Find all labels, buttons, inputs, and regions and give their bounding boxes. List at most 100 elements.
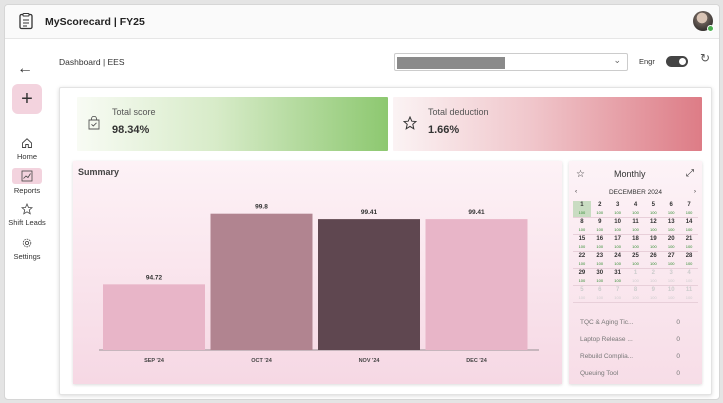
- sidebar-item-shift-leads[interactable]: Shift Leads: [5, 202, 49, 227]
- user-avatar[interactable]: [693, 11, 714, 32]
- calendar-day[interactable]: 20 100: [662, 235, 681, 252]
- calendar-day[interactable]: 19 100: [644, 235, 663, 252]
- calendar-day[interactable]: 24 100: [608, 252, 627, 269]
- calendar-day[interactable]: 6 100: [590, 286, 609, 303]
- calendar-day[interactable]: 10 100: [608, 218, 627, 235]
- sidebar-item-label: Reports: [13, 186, 41, 195]
- calendar-day[interactable]: 4 100: [680, 269, 698, 286]
- calendar-day[interactable]: 30 100: [590, 269, 609, 286]
- list-item[interactable]: Rebuild Complia... 0: [580, 350, 690, 367]
- star-icon[interactable]: ☆: [576, 169, 585, 180]
- calendar-day-score: 100: [596, 261, 604, 266]
- bar[interactable]: [210, 213, 313, 350]
- kpi-value: 98.34%: [112, 124, 150, 136]
- calendar-day[interactable]: 17 100: [608, 235, 627, 252]
- calendar-day-number: 11: [685, 287, 693, 293]
- calendar-header: ‹ DECEMBER 2024 ›: [575, 187, 696, 199]
- expand-icon[interactable]: ⤢: [686, 168, 694, 179]
- star-icon: [403, 116, 417, 130]
- bar[interactable]: [103, 284, 205, 350]
- calendar-day[interactable]: 31 100: [608, 269, 627, 286]
- calendar-day[interactable]: 26 100: [644, 252, 663, 269]
- calendar-day[interactable]: 5 100: [644, 201, 663, 218]
- calendar-day-number: 1: [633, 270, 638, 276]
- calendar-day[interactable]: 28 100: [680, 252, 698, 269]
- calendar-day[interactable]: 8 100: [626, 286, 645, 303]
- bar[interactable]: [425, 219, 528, 350]
- calendar-day-number: 10: [667, 287, 675, 293]
- sidebar-item-home[interactable]: Home: [5, 136, 49, 161]
- calendar-day-score: 100: [596, 227, 604, 232]
- calendar-day-score: 100: [596, 210, 604, 215]
- list-item[interactable]: Queuing Tool 0: [580, 367, 690, 384]
- app-window: MyScorecard | FY25 ← + Home Reports: [4, 4, 720, 400]
- calendar-day-score: 100: [685, 278, 693, 283]
- monthly-title: Monthly: [614, 169, 646, 179]
- list-item-value: 0: [676, 319, 680, 326]
- calendar-day[interactable]: 7 100: [680, 201, 698, 218]
- calendar-day-score: 100: [578, 210, 586, 215]
- calendar-day[interactable]: 1 100: [573, 201, 591, 218]
- calendar-day[interactable]: 16 100: [590, 235, 609, 252]
- calendar-day[interactable]: 2 100: [644, 269, 663, 286]
- calendar-day-number: 19: [650, 236, 657, 242]
- list-item[interactable]: TQC & Aging Tic... 0: [580, 316, 690, 333]
- list-item[interactable]: Laptop Release ... 0: [580, 333, 690, 350]
- calendar-day-score: 100: [650, 227, 657, 232]
- calendar-day[interactable]: 8 100: [573, 218, 591, 235]
- list-item-name: Laptop Release ...: [580, 336, 633, 343]
- calendar-day[interactable]: 3 100: [662, 269, 681, 286]
- calendar-day[interactable]: 7 100: [608, 286, 627, 303]
- sidebar-item-label: Settings: [13, 252, 41, 261]
- calendar-day-number: 9: [598, 219, 602, 225]
- calendar-day[interactable]: 11 100: [680, 286, 698, 303]
- calendar-day[interactable]: 11 100: [626, 218, 645, 235]
- sidebar-item-settings[interactable]: Settings: [5, 236, 49, 261]
- chevron-right-icon[interactable]: ›: [693, 188, 696, 195]
- summary-chart-card: Summary 94.72 SEP '24 99.8 OCT '24 99.41 NOV …: [73, 161, 562, 384]
- calendar-day-score: 100: [614, 278, 621, 283]
- x-tick-label: SEP '24: [144, 358, 165, 364]
- calendar-day[interactable]: 18 100: [626, 235, 645, 252]
- calendar-day-number: 6: [598, 287, 602, 293]
- calendar-day[interactable]: 9 100: [644, 286, 663, 303]
- filter-dropdown[interactable]: ⌄: [394, 53, 628, 71]
- calendar-day[interactable]: 21 100: [680, 235, 698, 252]
- calendar-day-score: 100: [685, 244, 693, 249]
- calendar-day[interactable]: 1 100: [626, 269, 645, 286]
- calendar-day[interactable]: 5 100: [573, 286, 591, 303]
- calendar-day[interactable]: 3 100: [608, 201, 627, 218]
- calendar-day-number: 3: [615, 202, 620, 208]
- calendar-day-number: 4: [687, 270, 691, 276]
- calendar-day[interactable]: 29 100: [573, 269, 591, 286]
- sidebar-item-reports[interactable]: Reports: [5, 168, 49, 195]
- calendar-day[interactable]: 15 100: [573, 235, 591, 252]
- arrow-left-icon[interactable]: ←: [17, 60, 33, 77]
- calendar-day[interactable]: 23 100: [590, 252, 609, 269]
- calendar-day[interactable]: 12 100: [644, 218, 663, 235]
- list-item-name: TQC & Aging Tic...: [580, 319, 634, 326]
- bar[interactable]: [318, 219, 420, 350]
- calendar-day[interactable]: 10 100: [662, 286, 681, 303]
- calendar-day[interactable]: 14 100: [680, 218, 698, 235]
- sidebar-item-label: Home: [16, 152, 37, 161]
- engr-toggle[interactable]: [666, 56, 688, 67]
- chevron-left-icon[interactable]: ‹: [575, 188, 578, 195]
- calendar-day-score: 100: [650, 261, 657, 266]
- calendar-day[interactable]: 6 100: [662, 201, 681, 218]
- star-icon: [21, 202, 33, 215]
- calendar-day-number: 8: [580, 219, 584, 225]
- refresh-icon[interactable]: ↻: [700, 51, 711, 65]
- calendar-day[interactable]: 22 100: [573, 252, 591, 269]
- calendar-day[interactable]: 9 100: [590, 218, 609, 235]
- calendar-day[interactable]: 25 100: [626, 252, 645, 269]
- calendar-day[interactable]: 4 100: [626, 201, 645, 218]
- calendar-day-number: 3: [669, 270, 673, 276]
- calendar-day-score: 100: [650, 244, 657, 249]
- calendar-day[interactable]: 2 100: [590, 201, 609, 218]
- calendar-day[interactable]: 13 100: [662, 218, 681, 235]
- x-tick-label: DEC '24: [466, 358, 488, 364]
- add-button[interactable]: +: [12, 84, 42, 114]
- dashboard-panel: Total score 98.34% Total deduction 1.66%…: [59, 87, 712, 395]
- calendar-day[interactable]: 27 100: [662, 252, 681, 269]
